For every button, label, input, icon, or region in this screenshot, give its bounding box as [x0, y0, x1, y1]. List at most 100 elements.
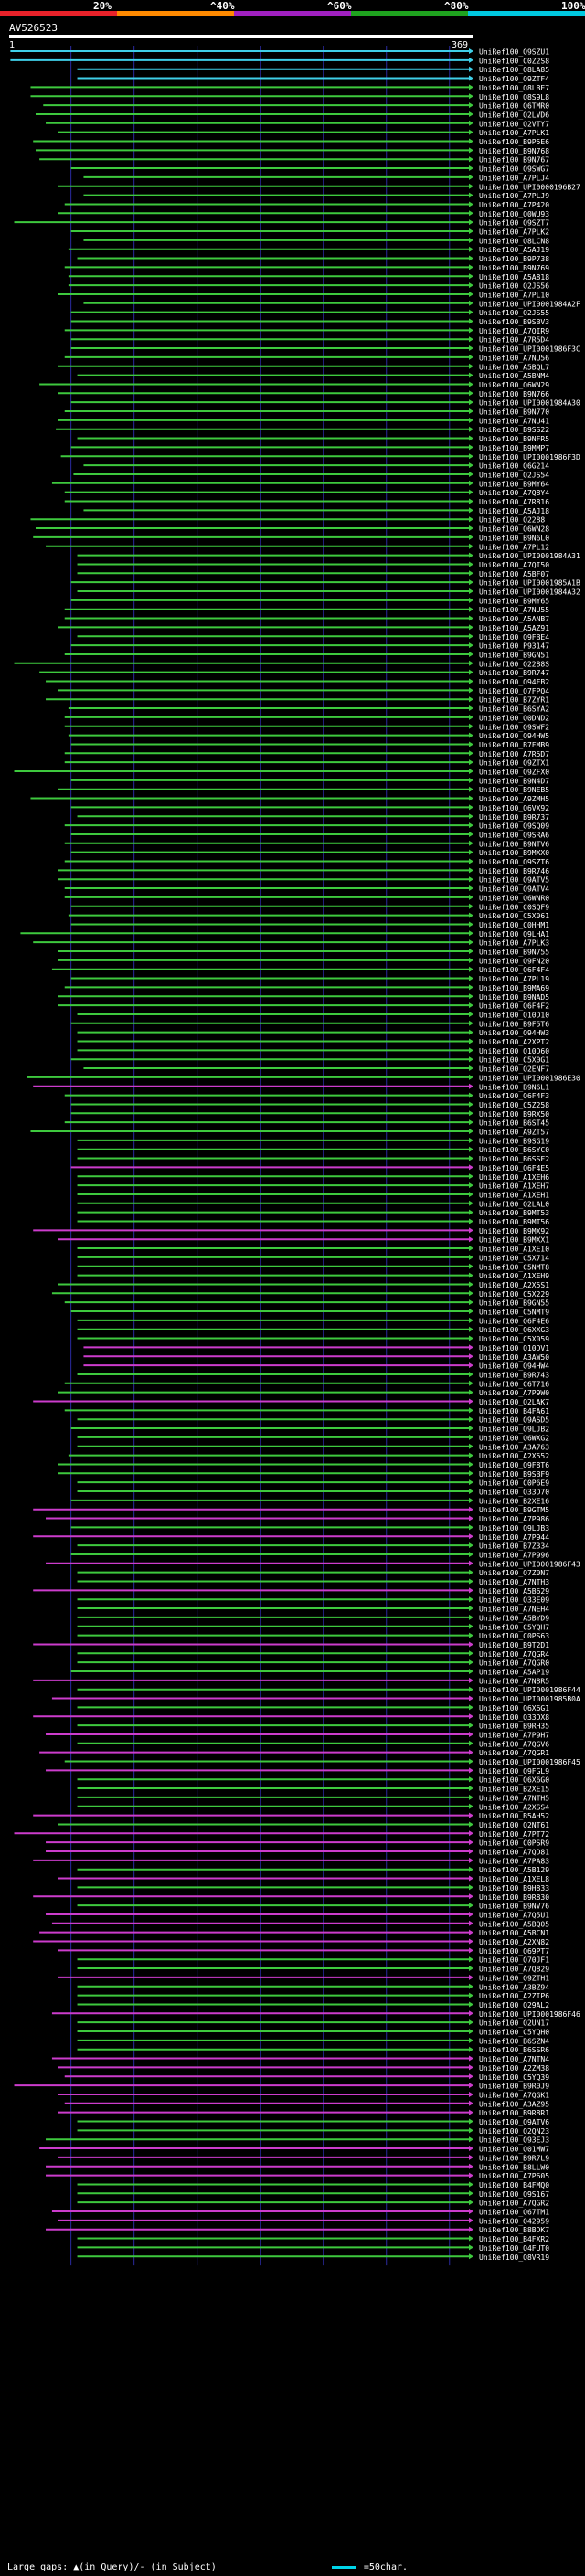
hit-label[interactable]: UniRef100_Q29AL2	[479, 2001, 549, 2009]
hit-label[interactable]: UniRef100_UPI0001985B0A	[479, 1695, 580, 1703]
hit-label[interactable]: UniRef100_UPI0001986F3D	[479, 453, 580, 461]
hit-label[interactable]: UniRef100_C5YQ39	[479, 2073, 549, 2082]
hit-label[interactable]: UniRef100_B9GTM5	[479, 1506, 549, 1514]
hit-label[interactable]: UniRef100_B9MXX1	[479, 1236, 549, 1245]
hit-label[interactable]: UniRef100_UPI0001986F45	[479, 1758, 580, 1766]
hit-label[interactable]: UniRef100_B9MT53	[479, 1209, 549, 1217]
hit-label[interactable]: UniRef100_A7NU55	[479, 606, 549, 614]
hit-label[interactable]: UniRef100_Q94FB2	[479, 678, 549, 686]
hit-label[interactable]: UniRef100_A2X552	[479, 1452, 549, 1460]
hit-label[interactable]: UniRef100_A5BNM4	[479, 372, 549, 380]
hit-label[interactable]: UniRef100_Q8LCN8	[479, 237, 549, 245]
hit-label[interactable]: UniRef100_B6SSF2	[479, 1155, 549, 1163]
hit-label[interactable]: UniRef100_A2XPT2	[479, 1038, 549, 1046]
hit-label[interactable]: UniRef100_B9NV76	[479, 1903, 549, 1911]
hit-label[interactable]: UniRef100_A7PT72	[479, 1830, 549, 1839]
hit-label[interactable]: UniRef100_B9N4D7	[479, 777, 549, 785]
hit-label[interactable]: UniRef100_A7PLK3	[479, 939, 549, 948]
hit-label[interactable]: UniRef100_Q7FPQ4	[479, 687, 549, 695]
hit-label[interactable]: UniRef100_Q2LAK7	[479, 1398, 549, 1406]
hit-label[interactable]: UniRef100_B9MXX0	[479, 849, 549, 857]
hit-label[interactable]: UniRef100_A1XEH1	[479, 1191, 549, 1199]
hit-label[interactable]: UniRef100_Q9ATV5	[479, 876, 549, 885]
hit-label[interactable]: UniRef100_B9SG19	[479, 1137, 549, 1145]
hit-label[interactable]: UniRef100_Q9S167	[479, 2190, 549, 2199]
hit-label[interactable]: UniRef100_B9R747	[479, 669, 549, 677]
hit-label[interactable]: UniRef100_A5AJ19	[479, 246, 549, 254]
hit-label[interactable]: UniRef100_A7P986	[479, 1515, 549, 1523]
hit-label[interactable]: UniRef100_A7PL10	[479, 291, 549, 299]
hit-label[interactable]: UniRef100_B9RX50	[479, 1110, 549, 1118]
hit-label[interactable]: UniRef100_B7FMB9	[479, 741, 549, 749]
hit-label[interactable]: UniRef100_Q9SWF2	[479, 723, 549, 731]
hit-label[interactable]: UniRef100_Q42959	[479, 2217, 549, 2225]
hit-label[interactable]: UniRef100_Q2JS55	[479, 309, 549, 317]
hit-label[interactable]: UniRef100_Q9ATV6	[479, 2118, 549, 2126]
hit-label[interactable]: UniRef100_B9SS22	[479, 426, 549, 434]
hit-label[interactable]: UniRef100_B9SBV3	[479, 318, 549, 326]
hit-label[interactable]: UniRef100_C5NMT9	[479, 1309, 549, 1317]
hit-label[interactable]: UniRef100_C5X0G1	[479, 1056, 549, 1065]
hit-label[interactable]: UniRef100_Q6XXG3	[479, 1326, 549, 1334]
hit-label[interactable]: UniRef100_C0PS63	[479, 1632, 549, 1640]
hit-label[interactable]: UniRef100_A5BQ05	[479, 1920, 549, 1928]
hit-label[interactable]: UniRef100_B9MMP7	[479, 444, 549, 452]
hit-label[interactable]: UniRef100_A7P9W0	[479, 1389, 549, 1397]
hit-label[interactable]: UniRef100_Q69PT7	[479, 1947, 549, 1956]
hit-label[interactable]: UniRef100_A7Q829	[479, 1966, 549, 1974]
hit-label[interactable]: UniRef100_Q9LJB2	[479, 1426, 549, 1434]
hit-label[interactable]: UniRef100_C5X229	[479, 1290, 549, 1299]
hit-label[interactable]: UniRef100_Q10DV1	[479, 1344, 549, 1352]
hit-label[interactable]: UniRef100_Q2288	[479, 516, 545, 525]
hit-label[interactable]: UniRef100_A5B629	[479, 1587, 549, 1595]
hit-label[interactable]: UniRef100_A7NTH5	[479, 1794, 549, 1802]
hit-label[interactable]: UniRef100_B9SBF9	[479, 1470, 549, 1479]
hit-label[interactable]: UniRef100_Q2ENF7	[479, 1065, 549, 1074]
hit-label[interactable]: UniRef100_A2ZIP6	[479, 1992, 549, 2000]
hit-label[interactable]: UniRef100_B9MT56	[479, 1218, 549, 1226]
hit-label[interactable]: UniRef100_A7NEH4	[479, 1606, 549, 1614]
hit-label[interactable]: UniRef100_C5X059	[479, 1335, 549, 1343]
hit-label[interactable]: UniRef100_A7QGR1	[479, 1749, 549, 1757]
hit-label[interactable]: UniRef100_A5ANB7	[479, 615, 549, 623]
hit-label[interactable]: UniRef100_A7NTH3	[479, 1578, 549, 1586]
hit-label[interactable]: UniRef100_B9N755	[479, 949, 549, 957]
hit-label[interactable]: UniRef100_B4FXR2	[479, 2235, 549, 2243]
hit-label[interactable]: UniRef100_A7QI50	[479, 561, 549, 569]
hit-label[interactable]: UniRef100_A7NTN4	[479, 2055, 549, 2063]
hit-label[interactable]: UniRef100_Q2JS54	[479, 471, 549, 479]
hit-label[interactable]: UniRef100_Q9LJB3	[479, 1524, 549, 1532]
hit-label[interactable]: UniRef100_A7QGR0	[479, 1659, 549, 1668]
hit-label[interactable]: UniRef100_Q6VX92	[479, 804, 549, 812]
hit-label[interactable]: UniRef100_Q10D10	[479, 1011, 549, 1019]
hit-label[interactable]: UniRef100_Q2LAL0	[479, 1200, 549, 1208]
hit-label[interactable]: UniRef100_A7PLJ4	[479, 174, 549, 182]
hit-label[interactable]: UniRef100_Q2UN17	[479, 2019, 549, 2028]
hit-label[interactable]: UniRef100_C5X061	[479, 912, 549, 920]
hit-label[interactable]: UniRef100_Q33DX8	[479, 1713, 549, 1722]
hit-label[interactable]: UniRef100_Q6F4F2	[479, 1002, 549, 1011]
hit-label[interactable]: UniRef100_Q33E09	[479, 1596, 549, 1605]
hit-label[interactable]: UniRef100_B7ZYR1	[479, 696, 549, 705]
hit-label[interactable]: UniRef100_Q8LBE7	[479, 84, 549, 92]
hit-label[interactable]: UniRef100_B7Z334	[479, 1542, 549, 1551]
hit-label[interactable]: UniRef100_B9N6L1	[479, 1083, 549, 1091]
hit-label[interactable]: UniRef100_Q9SQ09	[479, 822, 549, 831]
hit-label[interactable]: UniRef100_A2XSS4	[479, 1803, 549, 1811]
hit-label[interactable]: UniRef100_Q9SZT7	[479, 219, 549, 228]
hit-label[interactable]: UniRef100_Q2JS56	[479, 282, 549, 291]
hit-label[interactable]: UniRef100_B9MY64	[479, 480, 549, 488]
hit-label[interactable]: UniRef100_A5AJ18	[479, 507, 549, 515]
hit-label[interactable]: UniRef100_B5AH52	[479, 1812, 549, 1820]
hit-label[interactable]: UniRef100_Q9SWG7	[479, 165, 549, 174]
hit-label[interactable]: UniRef100_Q9SRA6	[479, 831, 549, 839]
hit-label[interactable]: UniRef100_Q93EJ3	[479, 2136, 549, 2145]
hit-label[interactable]: UniRef100_UPI0001985A1B	[479, 579, 580, 588]
hit-label[interactable]: UniRef100_B8BDK7	[479, 2226, 549, 2234]
hit-label[interactable]: UniRef100_A7R816	[479, 498, 549, 506]
hit-label[interactable]: UniRef100_A7NU41	[479, 417, 549, 425]
hit-label[interactable]: UniRef100_C0P6E9	[479, 1479, 549, 1488]
hit-label[interactable]: UniRef100_B9N770	[479, 408, 549, 417]
hit-label[interactable]: UniRef100_Q2VTY7	[479, 120, 549, 128]
hit-label[interactable]: UniRef100_A5A818	[479, 273, 549, 281]
